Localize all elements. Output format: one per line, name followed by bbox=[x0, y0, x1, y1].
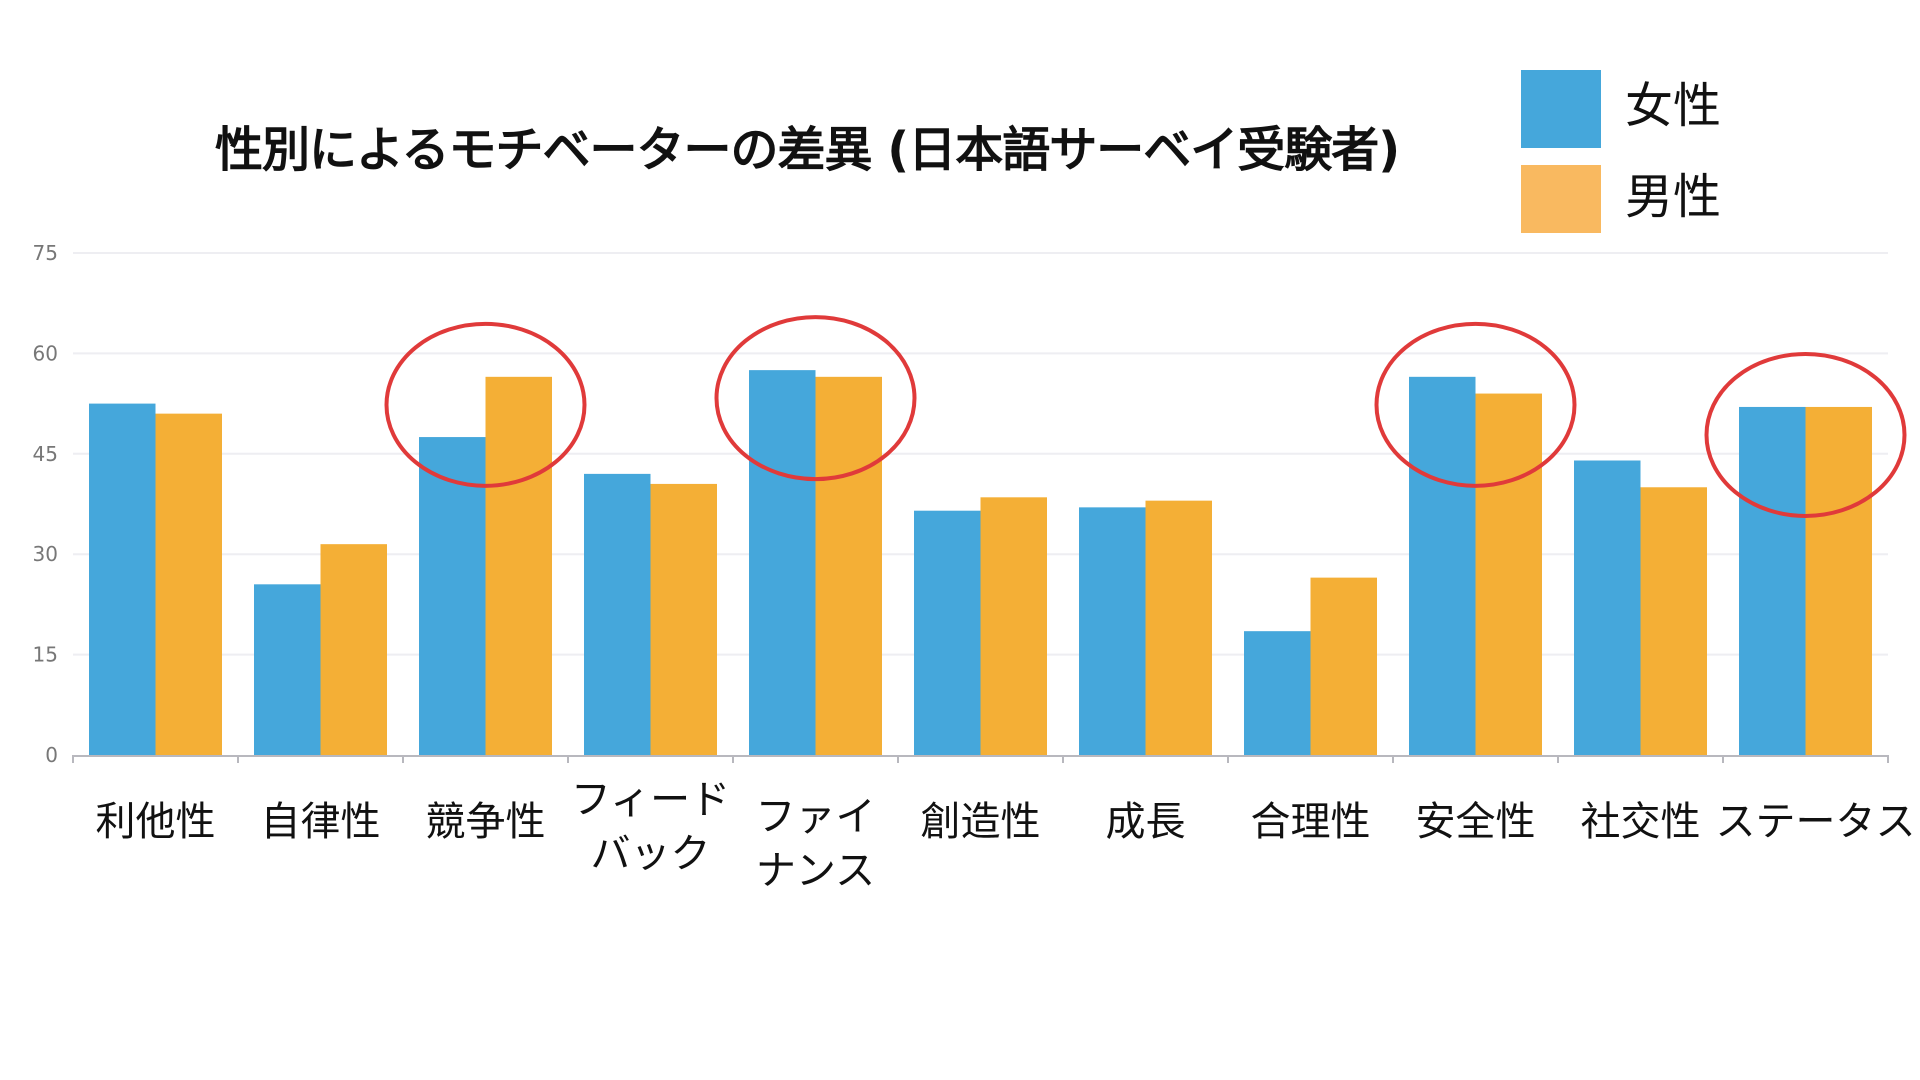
x-axis-label: 社交性 bbox=[1580, 799, 1701, 845]
x-axis-label: 成長 bbox=[1105, 799, 1186, 845]
bar-male bbox=[155, 413, 222, 755]
legend-swatch-male bbox=[1521, 165, 1601, 233]
bar-female bbox=[749, 370, 816, 755]
x-axis-label: フィード バック bbox=[570, 777, 731, 877]
y-tick-label: 75 bbox=[33, 241, 58, 265]
x-axis-label: ステータス bbox=[1715, 799, 1916, 845]
highlight-circle bbox=[384, 321, 587, 488]
bars bbox=[89, 370, 1872, 755]
y-axis-ticks: 0 15 30 45 60 75 bbox=[33, 241, 58, 767]
bar-male bbox=[1805, 406, 1872, 755]
x-axis-label: 自律性 bbox=[260, 799, 381, 845]
chart-title: 性別によるモチベーターの差異 (日本語サーベイ受験者) bbox=[215, 122, 1400, 178]
bar-female bbox=[419, 437, 486, 755]
x-axis-label: 競争性 bbox=[425, 799, 546, 845]
highlight-circle bbox=[1704, 351, 1907, 518]
bar-male bbox=[815, 376, 882, 755]
bar-male bbox=[980, 497, 1047, 755]
legend-swatch-female bbox=[1521, 70, 1601, 148]
x-axis-label: 合理性 bbox=[1250, 799, 1371, 845]
y-tick-label: 15 bbox=[33, 643, 58, 667]
bar-male bbox=[1145, 500, 1212, 755]
x-axis-label: 創造性 bbox=[920, 799, 1041, 845]
bar-female bbox=[1409, 376, 1476, 755]
bar-male bbox=[1640, 487, 1707, 755]
bar-male bbox=[1310, 577, 1377, 755]
bar-male bbox=[320, 544, 387, 755]
bar-female bbox=[89, 403, 156, 755]
bar-female bbox=[584, 473, 651, 755]
legend-label-male: 男性 bbox=[1625, 169, 1722, 225]
y-tick-label: 30 bbox=[33, 542, 58, 566]
x-axis-label: 利他性 bbox=[95, 799, 216, 845]
bar-male bbox=[650, 483, 717, 755]
x-axis bbox=[72, 755, 1889, 763]
y-tick-label: 60 bbox=[33, 341, 58, 365]
bar-male bbox=[1475, 393, 1542, 755]
x-axis-label: 安全性 bbox=[1415, 799, 1536, 845]
bar-female bbox=[1244, 631, 1311, 755]
y-tick-label: 45 bbox=[33, 442, 58, 466]
x-axis-label: ファイ ナンス bbox=[755, 794, 876, 894]
y-tick-label: 0 bbox=[45, 743, 58, 767]
bar-female bbox=[254, 584, 321, 755]
bar-male bbox=[485, 376, 552, 755]
legend-label-female: 女性 bbox=[1625, 78, 1722, 134]
highlight-circle bbox=[714, 315, 917, 482]
bar-female bbox=[1574, 460, 1641, 755]
bar-female bbox=[1739, 406, 1806, 755]
bar-female bbox=[1079, 507, 1146, 755]
bar-female bbox=[914, 510, 981, 755]
highlight-circle bbox=[1374, 321, 1577, 488]
highlight-circles bbox=[384, 315, 1907, 518]
